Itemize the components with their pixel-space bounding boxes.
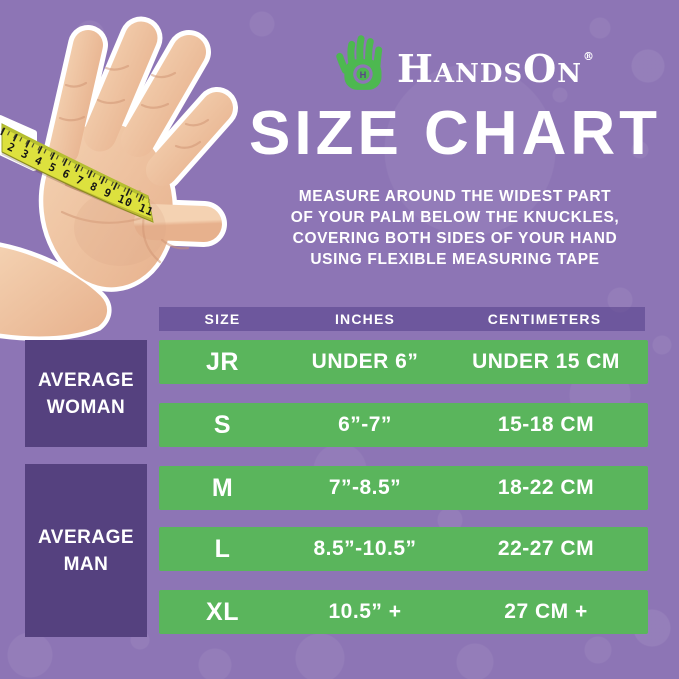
row-group-label-average-woman: AVERAGE WOMAN <box>25 340 147 447</box>
inches-cell: 6”-7” <box>338 413 392 436</box>
hand-logo-icon: H <box>336 35 383 90</box>
centimeters-cell: 18-22 CM <box>497 476 595 499</box>
size-cell: JR <box>206 347 239 376</box>
wordmark-h: H <box>397 46 434 91</box>
measuring-instructions: MEASURE AROUND THE WIDEST PART OF YOUR P… <box>243 186 667 270</box>
table-row-l: L 8.5”-10.5” 22-27 CM <box>159 527 648 571</box>
table-row-s: S 6”-7” 15-18 CM <box>159 403 648 447</box>
table-row-xl: XL 10.5” + 27 CM + <box>159 590 648 634</box>
group-label-line: AVERAGE <box>37 526 135 548</box>
inches-cell: 10.5” + <box>328 600 402 623</box>
inches-cell: 8.5”-10.5” <box>313 537 417 560</box>
registered-trademark-icon: ® <box>583 50 595 63</box>
logo-h-letter: H <box>360 70 367 80</box>
size-cell: L <box>214 534 231 563</box>
wordmark-n: N <box>557 59 583 89</box>
column-header-inches: INCHES <box>334 311 396 327</box>
table-header-row: SIZE INCHES CENTIMETERS <box>159 307 645 331</box>
brand-logo: H HANDSON® <box>336 31 595 93</box>
size-cell: S <box>213 410 232 439</box>
centimeters-cell: 15-18 CM <box>497 413 595 436</box>
centimeters-cell: UNDER 15 CM <box>472 350 620 373</box>
column-header-size: SIZE <box>204 311 241 327</box>
instruction-line: USING FLEXIBLE MEASURING TAPE <box>310 251 600 268</box>
hand-with-tape-illustration: 2 3 4 5 6 7 8 9 10 11 12 <box>0 0 238 341</box>
centimeters-cell: 27 CM + <box>504 600 588 623</box>
page-title: SIZE CHART <box>249 99 661 168</box>
instruction-line: OF YOUR PALM BELOW THE KNUCKLES, <box>290 209 620 226</box>
tape-major-ticks <box>0 127 151 206</box>
column-header-centimeters: CENTIMETERS <box>487 311 602 327</box>
table-row-m: M 7”-8.5” 18-22 CM <box>159 466 648 510</box>
centimeters-cell: 22-27 CM <box>497 537 595 560</box>
group-label-line: WOMAN <box>46 396 126 418</box>
size-cell: M <box>211 473 234 502</box>
brand-wordmark: HANDSON® <box>397 50 595 93</box>
group-label-line: MAN <box>63 553 109 575</box>
inches-cell: UNDER 6” <box>311 350 419 373</box>
wordmark-ands: ANDS <box>433 59 524 89</box>
size-cell: XL <box>206 597 239 626</box>
instruction-line: MEASURE AROUND THE WIDEST PART <box>298 188 612 205</box>
table-row-jr: JR UNDER 6” UNDER 15 CM <box>159 340 648 384</box>
instruction-line: COVERING BOTH SIDES OF YOUR HAND <box>292 230 618 247</box>
wordmark-o: O <box>523 46 558 91</box>
inches-cell: 7”-8.5” <box>328 476 402 499</box>
group-label-line: AVERAGE <box>37 369 135 391</box>
row-group-label-average-man: AVERAGE MAN <box>25 464 147 637</box>
